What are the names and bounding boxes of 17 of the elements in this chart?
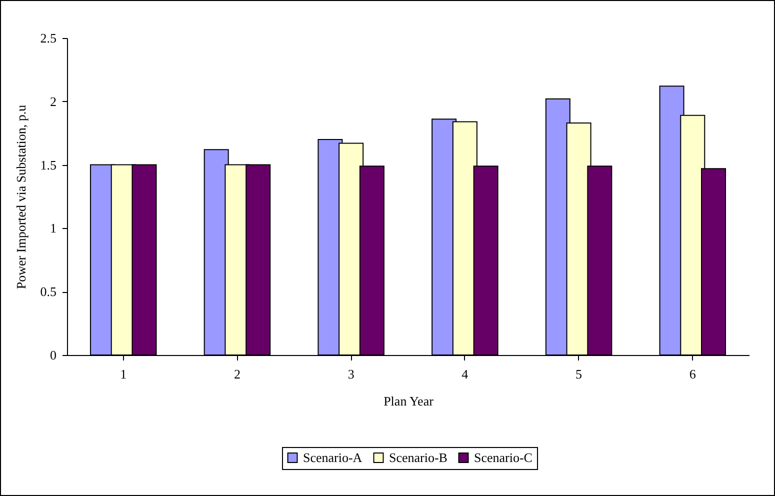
legend-label: Scenario-C (474, 450, 532, 465)
x-axis-title: Plan Year (384, 394, 434, 408)
y-tick-label: 0.5 (40, 284, 56, 300)
legend-label: Scenario-A (303, 450, 363, 465)
x-tick-label: 3 (348, 366, 354, 382)
legend-label: Scenario-B (389, 450, 448, 465)
x-tick-label: 4 (462, 366, 469, 382)
y-tick-label: 2 (50, 94, 56, 109)
x-tick-label: 5 (576, 366, 582, 382)
y-tick-label: 1 (50, 220, 56, 236)
y-tick-label: 2.5 (40, 30, 56, 46)
x-tick-label: 2 (234, 366, 240, 382)
y-axis-title: Power Imported via Substation, p.u (13, 104, 28, 290)
x-tick-label: 1 (120, 366, 127, 382)
y-tick-label: 1.5 (40, 157, 56, 172)
y-tick-label: 0 (50, 348, 56, 362)
x-tick-label: 6 (689, 366, 696, 382)
